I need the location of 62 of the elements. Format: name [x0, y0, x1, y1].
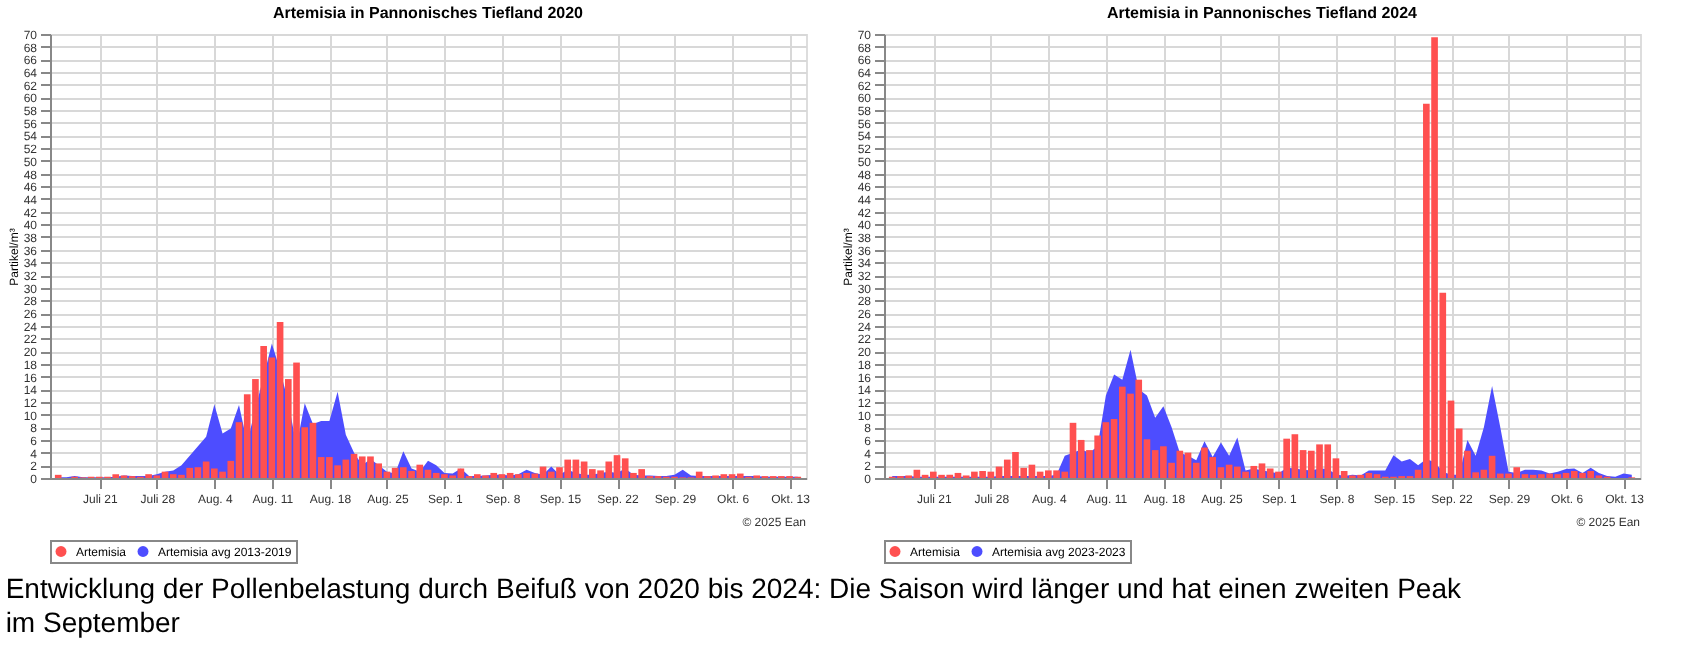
bar — [293, 362, 300, 478]
bar — [400, 467, 407, 478]
bar — [589, 469, 596, 478]
bar — [1234, 466, 1241, 478]
bar — [1160, 446, 1167, 478]
bar — [276, 321, 284, 478]
bar — [1570, 471, 1578, 478]
chart-title: Artemisia in Pannonisches Tiefland 2020 — [272, 4, 585, 22]
bar — [408, 471, 415, 478]
bar — [1176, 450, 1184, 478]
bar — [1012, 451, 1019, 478]
bar — [416, 464, 424, 478]
bar — [1587, 471, 1595, 478]
text: Entwicklung der Pollenbelastung durch Beifuß von 2020 bis 2024: Die Saison wird länger und hat einen zweiten Peak im September — [5, 572, 1464, 638]
bar — [971, 471, 978, 478]
bar — [1053, 470, 1060, 478]
bar — [1431, 37, 1438, 478]
bar — [597, 470, 604, 478]
bar — [309, 422, 317, 478]
bar — [1579, 472, 1586, 478]
bar — [186, 467, 194, 478]
bar — [1307, 450, 1315, 478]
bar — [1069, 422, 1077, 478]
bar — [375, 463, 383, 478]
bar — [1513, 467, 1521, 478]
bar — [621, 458, 629, 478]
bar — [1250, 465, 1258, 478]
bar — [490, 472, 498, 478]
bar — [358, 456, 366, 478]
bar — [194, 467, 202, 478]
bar — [1258, 463, 1266, 478]
bar — [1324, 444, 1332, 478]
bar — [1003, 459, 1011, 478]
bar — [457, 468, 465, 478]
bar — [260, 346, 267, 478]
bar — [367, 456, 374, 478]
bar — [1266, 468, 1274, 478]
bar — [547, 471, 555, 478]
bar — [211, 468, 218, 478]
bar — [1316, 444, 1323, 478]
bar — [326, 457, 333, 478]
bar — [564, 459, 572, 478]
chart-title: Artemisia in Pannonisches Tiefland 2024 — [1106, 4, 1419, 22]
bar — [1102, 422, 1110, 478]
bar — [391, 467, 399, 478]
bar — [432, 472, 440, 478]
bar — [1135, 379, 1143, 478]
bar — [638, 469, 645, 478]
bar — [613, 455, 621, 478]
bar — [1291, 434, 1299, 478]
bar — [350, 453, 358, 478]
bar — [523, 472, 530, 478]
bar — [929, 471, 937, 478]
bar — [1045, 470, 1052, 478]
bar — [334, 465, 341, 478]
bar — [1242, 471, 1249, 478]
bar — [979, 471, 986, 478]
bar — [556, 467, 563, 478]
bar — [605, 461, 613, 478]
bar — [1118, 386, 1126, 478]
bar — [1283, 438, 1290, 478]
bar — [1201, 447, 1208, 478]
